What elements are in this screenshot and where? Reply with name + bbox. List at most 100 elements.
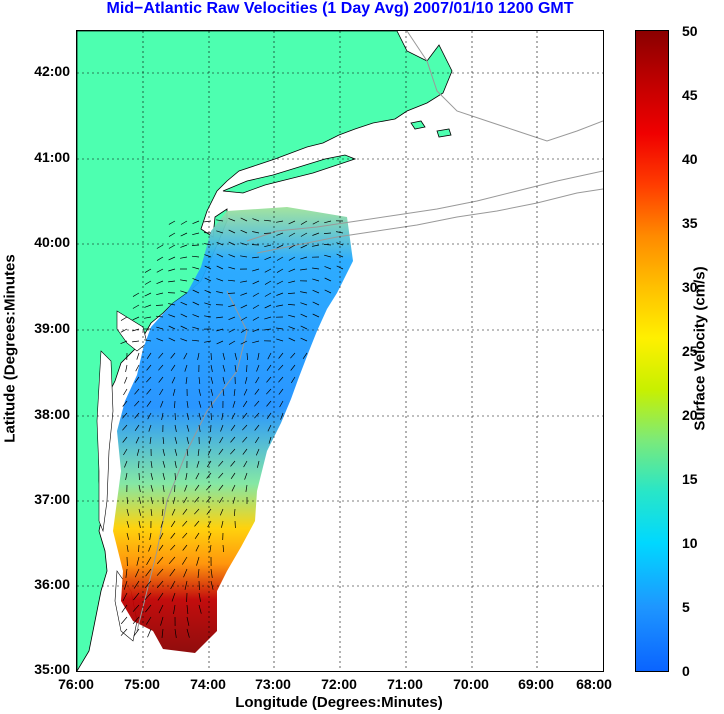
- velocity-arrow: [210, 388, 214, 396]
- velocity-arrow: [186, 616, 190, 626]
- velocity-arrow: [252, 340, 260, 344]
- velocity-arrow: [144, 292, 152, 297]
- velocity-arrow: [194, 532, 200, 539]
- velocity-arrow: [206, 508, 212, 515]
- velocity-arrow: [122, 412, 128, 419]
- velocity-arrow: [147, 628, 152, 638]
- velocity-arrow: [276, 244, 284, 249]
- land-martha: [410, 120, 426, 130]
- velocity-arrow: [222, 364, 226, 372]
- velocity-arrow: [228, 340, 236, 345]
- velocity-arrow: [180, 313, 188, 318]
- land-long-island: [222, 154, 357, 194]
- velocity-arrow: [210, 400, 213, 408]
- velocity-arrow: [120, 616, 128, 625]
- velocity-arrow: [232, 496, 236, 504]
- velocity-arrow: [149, 436, 152, 444]
- velocity-arrow: [312, 301, 320, 306]
- velocity-arrow: [182, 532, 188, 539]
- velocity-arrow: [144, 304, 152, 308]
- velocity-arrow: [135, 436, 140, 444]
- velocity-arrow: [242, 436, 248, 443]
- velocity-arrow: [191, 244, 200, 246]
- velocity-arrow: [186, 424, 190, 432]
- velocity-arrow: [197, 448, 200, 456]
- velocity-arrow: [138, 508, 142, 516]
- velocity-arrow: [196, 556, 200, 566]
- velocity-arrow: [228, 316, 236, 321]
- velocity-arrow: [197, 352, 200, 360]
- velocity-arrow: [180, 220, 188, 225]
- velocity-arrow: [170, 532, 176, 539]
- colorbar-tick: 40: [682, 151, 698, 167]
- velocity-arrow: [134, 568, 140, 578]
- velocity-arrow: [264, 304, 272, 309]
- velocity-arrow: [204, 289, 212, 294]
- velocity-arrow: [162, 484, 165, 492]
- velocity-arrow: [221, 520, 224, 528]
- velocity-arrow: [174, 400, 176, 409]
- velocity-arrow: [134, 400, 140, 407]
- velocity-arrow: [230, 460, 236, 467]
- velocity-arrow: [162, 436, 165, 444]
- velocity-arrow: [126, 508, 129, 516]
- velocity-arrow: [145, 604, 152, 613]
- velocity-arrow: [144, 580, 152, 589]
- velocity-arrow: [148, 424, 152, 432]
- velocity-arrow: [150, 460, 153, 468]
- velocity-arrow: [252, 328, 260, 333]
- colorbar-tick: 5: [682, 599, 690, 615]
- velocity-arrow: [240, 217, 248, 222]
- velocity-arrow: [180, 279, 188, 282]
- velocity-arrow: [125, 568, 128, 578]
- velocity-arrow: [266, 388, 272, 395]
- velocity-arrow: [132, 616, 140, 625]
- x-tick: 75:00: [124, 676, 160, 692]
- velocity-arrow: [242, 412, 248, 419]
- velocity-arrow: [125, 364, 128, 372]
- velocity-arrow: [233, 388, 236, 396]
- velocity-arrow: [134, 376, 140, 383]
- velocity-arrow: [186, 400, 189, 408]
- velocity-arrow: [198, 400, 202, 408]
- velocity-arrow: [132, 292, 140, 297]
- velocity-arrow: [124, 376, 128, 384]
- velocity-arrow: [120, 628, 128, 636]
- velocity-arrow: [168, 303, 176, 306]
- velocity-arrow: [162, 472, 166, 480]
- velocity-arrow: [254, 388, 260, 395]
- velocity-arrow: [186, 436, 189, 444]
- velocity-arrow: [148, 544, 152, 552]
- velocity-arrow: [132, 604, 140, 612]
- velocity-arrow: [209, 544, 212, 552]
- velocity-arrow: [173, 604, 176, 614]
- velocity-arrow: [242, 400, 248, 408]
- y-axis-label: Latitude (Degrees:Minutes: [1, 254, 19, 443]
- velocity-arrow: [132, 328, 140, 332]
- velocity-arrow: [228, 304, 236, 308]
- velocity-arrow: [264, 244, 272, 248]
- velocity-arrow: [312, 278, 320, 282]
- velocity-arrow: [207, 448, 212, 456]
- velocity-arrow: [136, 556, 140, 566]
- velocity-arrow: [264, 280, 272, 285]
- velocity-arrow: [222, 388, 225, 396]
- velocity-arrow: [157, 592, 164, 601]
- velocity-arrow: [207, 520, 212, 528]
- velocity-arrow: [192, 314, 200, 318]
- velocity-arrow: [125, 472, 128, 480]
- velocity-arrow: [266, 400, 272, 407]
- velocity-arrow: [287, 292, 296, 294]
- x-tick: 71:00: [387, 676, 423, 692]
- velocity-arrow: [161, 628, 164, 638]
- velocity-arrow: [122, 424, 128, 431]
- velocity-arrow: [336, 265, 344, 270]
- velocity-arrow: [204, 254, 212, 258]
- velocity-arrow: [195, 544, 200, 552]
- velocity-arrow: [230, 472, 236, 479]
- velocity-arrow: [216, 219, 224, 222]
- velocity-arrow: [252, 280, 260, 285]
- velocity-arrow: [171, 376, 176, 384]
- velocity-arrow: [138, 460, 140, 469]
- velocity-arrow: [210, 568, 213, 578]
